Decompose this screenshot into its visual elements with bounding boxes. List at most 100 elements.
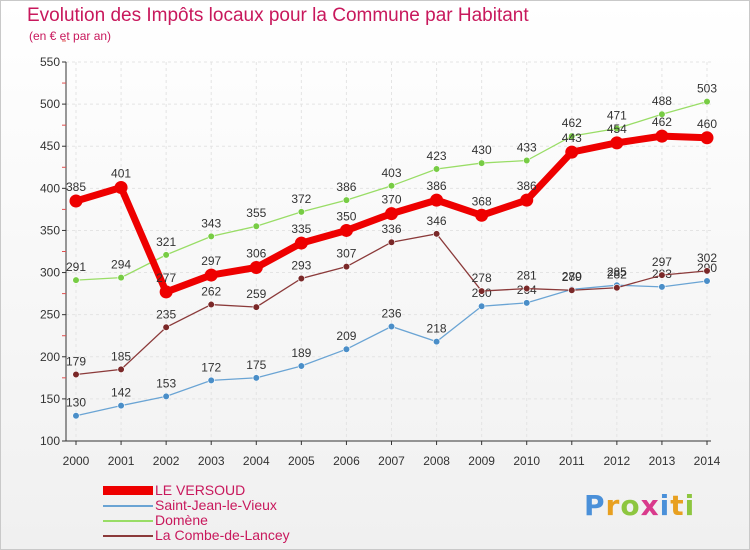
data-label: 321 [156,235,176,249]
data-label: 335 [291,222,311,236]
data-point [387,182,396,190]
data-point [387,322,396,331]
data-point [565,145,579,159]
data-point [162,251,170,259]
data-point [520,193,534,207]
data-point [342,263,351,271]
data-label: 291 [66,260,86,274]
data-label: 385 [66,180,86,194]
series-le-versoud: 385 401 277 297 306 335 350 370 386 368 386 443 454 4… [66,115,717,299]
data-label: 297 [201,254,221,268]
data-point [475,208,489,222]
series-line [75,280,708,417]
data-point [613,284,621,292]
data-label: 401 [111,166,131,180]
data-point [162,392,170,400]
y-tick-label: 500 [40,97,60,111]
x-tick-label: 2012 [604,454,631,468]
x-tick-label: 2007 [378,454,405,468]
data-label: 350 [336,209,356,223]
logo-letter: r [605,489,621,522]
y-tick-label: 400 [40,181,60,195]
data-label: 488 [652,94,672,108]
y-tick-label: 300 [40,266,60,280]
y-tick-label: 450 [40,139,60,153]
data-label: 280 [562,269,582,283]
x-tick-label: 2008 [423,454,450,468]
data-label: 386 [336,180,356,194]
y-tick-label: 200 [40,350,60,364]
data-label: 293 [291,258,311,272]
data-point [658,110,666,118]
x-tick-label: 2006 [333,454,360,468]
legend-swatch [103,486,153,495]
data-point [297,362,305,370]
data-point [658,271,666,279]
data-point [342,345,351,353]
logo-letter: P [584,489,606,522]
data-label: 236 [381,306,401,320]
data-label: 471 [607,109,627,123]
data-point [339,223,353,237]
data-point [252,303,260,311]
data-label: 130 [66,396,86,410]
legend-label: LE VERSOUD [155,482,246,498]
data-label: 294 [111,258,131,272]
data-point [297,208,305,216]
data-label: 386 [427,179,447,193]
data-point [252,222,260,230]
logo-letter: i [684,489,696,522]
data-point [117,365,125,374]
data-label: 277 [156,271,176,285]
data-label: 142 [111,386,131,400]
data-point [72,412,80,420]
data-point [703,277,711,285]
data-point [387,238,396,246]
data-point [252,374,260,382]
y-tick-label: 150 [40,392,60,406]
data-point [159,285,173,299]
x-tick-label: 2004 [243,454,270,468]
y-tick-label: 350 [40,223,60,237]
data-point [523,284,531,293]
x-tick-label: 2005 [288,454,315,468]
chart-subtitle: (en € et par an) [29,29,112,43]
legend-label: Saint-Jean-le-Vieux [155,497,277,513]
legend-label: Domène [155,512,208,528]
data-point [207,376,215,384]
data-label: 433 [517,141,537,155]
chart-title: Evolution des Impôts locaux pour la Comm… [27,5,529,26]
proxiti-logo: Proxiti [584,489,695,522]
data-point [117,274,125,282]
data-point [700,131,714,145]
data-label: 343 [201,216,221,230]
data-label: 368 [472,194,492,208]
data-label: 259 [246,287,266,301]
data-point [207,232,215,240]
data-point [72,276,80,284]
data-label: 503 [697,82,717,96]
data-point [385,207,398,221]
data-point [249,261,263,275]
data-point [568,286,576,294]
data-point [523,299,531,307]
data-point [610,136,624,150]
data-point [432,230,441,238]
data-point [658,283,666,291]
x-tick-label: 2000 [63,454,90,468]
data-point [432,165,441,173]
data-label: 179 [66,354,86,368]
data-label: 372 [291,192,311,206]
data-point [478,302,486,310]
data-label: 462 [562,116,582,130]
data-label: 172 [201,360,221,374]
data-label: 370 [381,193,401,207]
data-point [478,159,486,167]
data-label: 460 [697,117,717,131]
data-label: 306 [246,247,266,261]
data-label: 297 [652,255,672,269]
data-label: 302 [697,251,717,265]
